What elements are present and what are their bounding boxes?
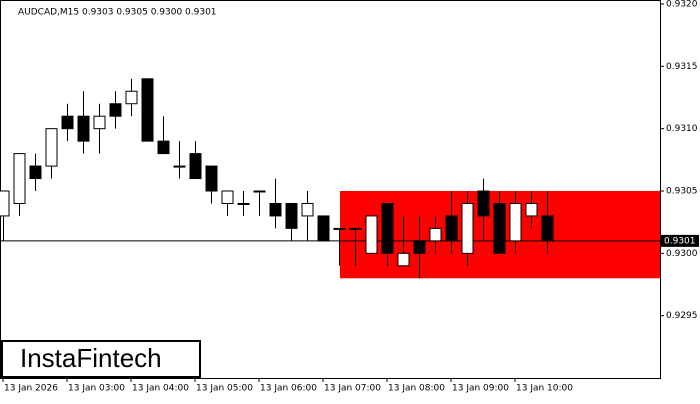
candle-body [221,190,234,204]
candle-body [205,165,218,192]
candle-body [29,165,42,180]
candle-body [109,103,122,117]
y-tick-label: 0.9305 [666,187,698,197]
candle [141,78,154,142]
candle-body [413,240,426,254]
candle [333,227,346,266]
candle-body [253,190,266,193]
x-tick-label: 13 Jan 04:00 [132,384,189,394]
y-tick-label: 0.9315 [666,62,698,72]
candle-body [13,153,26,204]
y-tick-label: 0.9300 [666,249,698,259]
x-tick-label: 13 Jan 07:00 [324,384,381,394]
candle-body [285,202,298,229]
candle-body [93,115,106,130]
candle [349,227,362,266]
candle-body [157,140,170,155]
candle [77,91,90,154]
candle-body [493,202,506,254]
candle [397,215,410,267]
candle [237,191,250,216]
candle [61,103,74,142]
last-price-label: 0.9301 [664,236,696,246]
candle [125,78,138,117]
candle-body [269,202,282,217]
plot-frame [0,0,661,379]
candle-body [125,90,138,105]
candle [429,215,442,254]
candle [93,103,106,154]
x-tick-label: 13 Jan 05:00 [196,384,253,394]
candle [29,153,42,191]
candle-body [349,227,362,230]
candle-body [0,190,10,217]
candle [253,190,266,216]
candle-body [429,227,442,242]
chart-title: AUDCAD,M15 0.9303 0.9305 0.9300 0.9301 [18,8,217,18]
y-tick-label: 0.9310 [666,124,698,134]
x-tick-label: 13 Jan 06:00 [260,384,317,394]
candle [173,141,186,179]
candle [365,215,378,254]
candle-body [477,190,490,217]
candle [0,190,10,241]
candle [525,191,538,229]
candle-body [141,78,154,142]
candle-body [317,215,330,242]
candle-body [61,115,74,130]
candle [381,202,394,266]
candle-body [333,227,346,230]
candle-body [237,202,250,205]
candle [269,178,282,229]
x-tick-label: 13 Jan 03:00 [68,384,125,394]
candle-body [445,215,458,242]
candle [221,190,234,216]
last-price-box [661,234,699,247]
candle [413,215,426,279]
candle [189,141,202,180]
candle-body [525,202,538,217]
y-tick-label: 0.9295 [666,311,698,321]
candle-body [45,128,58,167]
candle [493,191,506,254]
x-tick-label: 13 Jan 08:00 [388,384,445,394]
candle-body [381,202,394,254]
candle [477,178,490,241]
watermark-box [1,340,201,378]
candle [541,191,554,254]
candle-body [77,115,90,142]
candle [301,191,314,241]
x-tick-label: 13 Jan 09:00 [452,384,509,394]
x-tick-label: 13 Jan 2026 [4,384,58,394]
candle [285,202,298,241]
candle-body [173,165,186,168]
candle [109,91,122,129]
candle-body [301,202,314,217]
candle-body [509,202,522,242]
candle [157,116,170,155]
watermark: InstaFintech [20,343,162,373]
candle-body [461,202,474,254]
candle [205,165,218,204]
candle [45,128,58,179]
candle [509,191,522,254]
candle [317,215,330,242]
x-tick-label: 13 Jan 10:00 [516,384,573,394]
candle [13,153,26,216]
candle-body [189,153,202,180]
candle-body [365,215,378,254]
candle [445,191,458,254]
y-tick-label: 0.9320 [666,0,698,10]
candle [461,191,474,266]
candle-body [397,252,410,267]
candle-body [541,215,554,242]
